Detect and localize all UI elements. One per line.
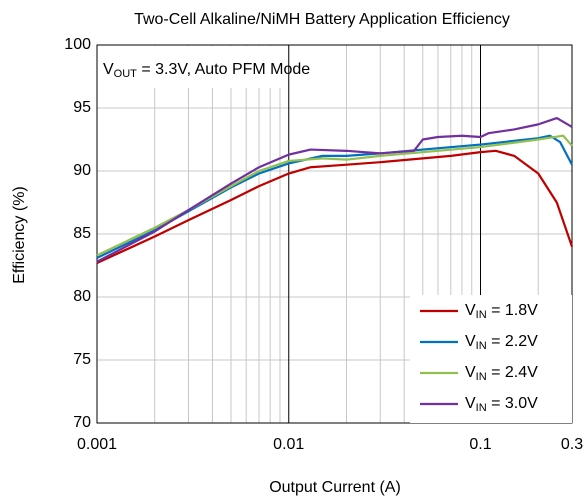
legend-label: VIN = 2.2V [465,333,538,352]
text-part: = 1.8V [487,302,538,319]
text-part: = 3.0V [487,395,538,412]
y-tick-label: 100 [64,36,91,53]
y-tick-label: 95 [73,99,91,116]
series-line [96,116,573,263]
legend-label: VIN = 3.0V [465,395,538,414]
text-part: = 3.3V, Auto PFM Mode [137,61,310,78]
x-tick-label: 0.01 [273,436,304,453]
x-tick-label: 0.1 [469,436,491,453]
text-part: V [465,364,476,381]
annotation-box [98,46,284,88]
chart-title: Two-Cell Alkaline/NiMH Battery Applicati… [134,11,510,28]
subscript: IN [476,371,487,383]
plot-frame [96,44,573,424]
annotation: VOUT = 3.3V, Auto PFM Mode [103,61,310,80]
text-part: = 2.2V [487,333,538,350]
series-line [96,134,573,259]
text-part: V [465,333,476,350]
x-tick-label: 0.3 [561,436,583,453]
text-part: V [465,302,476,319]
series-line [96,134,573,257]
x-axis-label: Output Current (A) [269,479,401,496]
y-tick-label: 80 [73,288,91,305]
x-tick-label: 0.001 [77,436,117,453]
subscript: IN [476,309,487,321]
y-tick-label: 75 [73,351,91,368]
y-tick-label: 85 [73,225,91,242]
series-line [96,149,574,264]
text-part: V [465,395,476,412]
text-part: V [103,61,114,78]
y-axis-label: Efficiency (%) [11,186,28,284]
subscript: OUT [114,68,138,80]
y-tick-label: 90 [73,162,91,179]
legend-label: VIN = 1.8V [465,302,538,321]
subscript: IN [476,402,487,414]
text-part: = 2.4V [487,364,538,381]
legend-label: VIN = 2.4V [465,364,538,383]
legend-box [410,295,572,423]
subscript: IN [476,340,487,352]
y-tick-label: 70 [73,414,91,431]
